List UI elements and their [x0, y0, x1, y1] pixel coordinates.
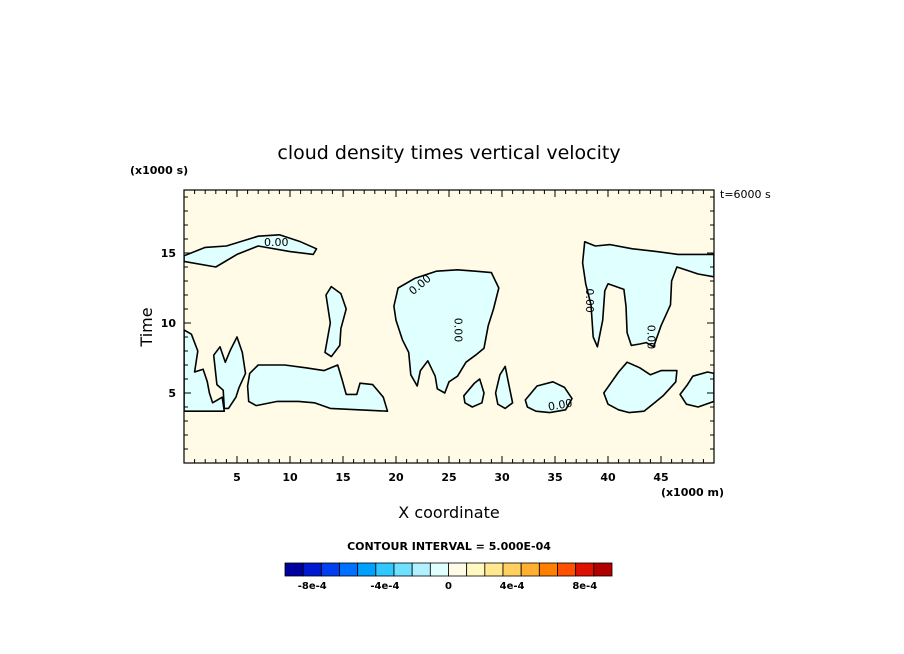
- time-label: t=6000 s: [720, 188, 771, 201]
- x-tick-label: 45: [653, 471, 668, 484]
- x-tick-label: 25: [441, 471, 456, 484]
- colorbar-tick-label: -4e-4: [370, 581, 399, 592]
- colorbar: -8e-4 -4e-4 0 4e-4 8e-4: [284, 562, 613, 592]
- colorbar-tick-label: 8e-4: [572, 581, 597, 592]
- colorbar-swatch: [339, 562, 359, 577]
- colorbar-swatch: [520, 562, 540, 577]
- contour-region: [393, 268, 500, 394]
- colorbar-swatch: [393, 562, 413, 577]
- contour-region: [679, 371, 714, 408]
- colorbar-swatch: [575, 562, 595, 577]
- y-axis-label: Time: [137, 307, 156, 347]
- contour-region: [581, 241, 714, 348]
- y-unit-label: (x1000 s): [130, 164, 188, 177]
- colorbar-swatch: [284, 562, 304, 577]
- colorbar-tick-label: 4e-4: [500, 581, 525, 592]
- colorbar-swatch: [502, 562, 522, 577]
- y-tick-label: 5: [168, 387, 176, 400]
- x-tick-label: 40: [600, 471, 616, 484]
- colorbar-swatch: [320, 562, 340, 577]
- colorbar-swatch: [538, 562, 558, 577]
- contour-region: [524, 380, 573, 414]
- colorbar-swatch: [466, 562, 486, 577]
- colorbar-tick-label: -8e-4: [298, 581, 327, 592]
- contour-region: [494, 365, 514, 410]
- y-tick-label: 10: [161, 317, 177, 330]
- x-tick-label: 35: [547, 471, 562, 484]
- colorbar-swatch: [557, 562, 577, 577]
- contour-region: [212, 336, 247, 410]
- contour-label: 0.00: [264, 236, 289, 249]
- contour-label: 0.00: [451, 318, 464, 343]
- x-tick-label: 5: [233, 471, 241, 484]
- contour-label: 0.00: [644, 325, 657, 350]
- colorbar-swatch: [484, 562, 504, 577]
- x-tick-label: 20: [388, 471, 404, 484]
- colorbar-swatch: [411, 562, 431, 577]
- contour-region: [184, 329, 226, 413]
- contour-interval-label: CONTOUR INTERVAL = 5.000E-04: [347, 540, 551, 553]
- contour-region: [462, 378, 485, 408]
- plot-area: 0.000.000.000.00 0.000.005 10 15 20 25 30 35 40 4…: [161, 189, 715, 484]
- contour-region: [184, 234, 318, 268]
- colorbar-swatch: [375, 562, 395, 577]
- x-tick-label: 30: [494, 471, 510, 484]
- contour-region: [602, 361, 678, 414]
- colorbar-tick-label: 0: [445, 581, 452, 592]
- x-unit-label: (x1000 m): [661, 486, 724, 499]
- contour-label: 0.00: [547, 397, 573, 414]
- contour-region: [246, 364, 389, 413]
- x-axis-label: X coordinate: [398, 503, 499, 522]
- colorbar-swatch: [593, 562, 613, 577]
- colorbar-swatch: [448, 562, 468, 577]
- contour-label: 0.00: [583, 288, 596, 313]
- y-tick-label: 15: [161, 247, 176, 260]
- colorbar-swatch: [429, 562, 449, 577]
- x-tick-label: 15: [335, 471, 350, 484]
- x-tick-label: 10: [282, 471, 298, 484]
- contour-region: [324, 285, 348, 358]
- colorbar-swatch: [302, 562, 322, 577]
- chart-title: cloud density times vertical velocity: [277, 142, 620, 164]
- colorbar-swatch: [357, 562, 377, 577]
